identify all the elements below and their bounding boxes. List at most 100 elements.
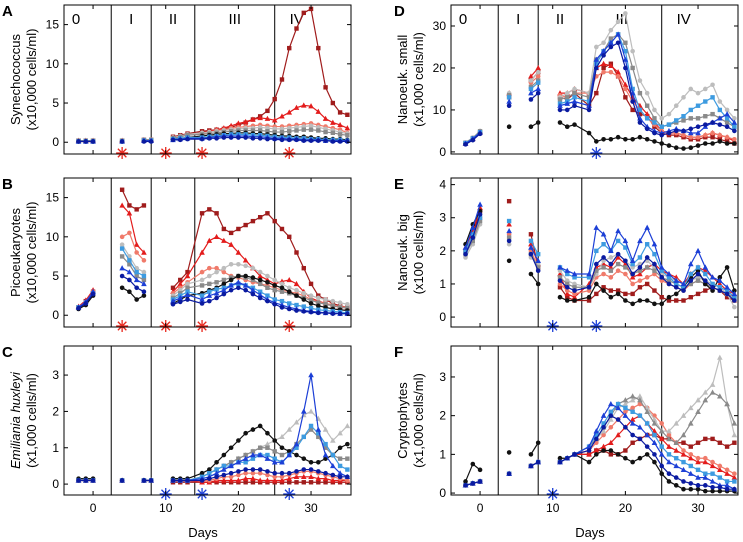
data-point-mesocosm-red [242,257,249,263]
data-point-mesocosm-black [535,281,541,287]
data-point-mesocosm-gray [337,305,343,310]
data-point-mesocosm-dark-red [178,277,183,283]
data-point-mesocosm-light-blue [506,218,512,224]
data-point-mesocosm-dark-red [119,187,125,192]
data-point-mesocosm-black [608,448,614,453]
data-point-mesocosm-navy [207,298,212,304]
data-point-mesocosm-red [600,443,607,449]
data-point-mesocosm-gray [623,265,628,270]
data-point-mesocosm-salmon [688,134,694,140]
data-point-mesocosm-red [600,261,607,267]
panel-letter: A [2,3,13,20]
data-point-mesocosm-navy [564,455,570,461]
data-point-mesocosm-gray [228,275,234,280]
data-point-mesocosm-gray [257,445,263,450]
data-point-mesocosm-navy [170,478,176,483]
data-point-mesocosm-dark-red [323,85,328,90]
data-point-mesocosm-dark-red [265,108,270,114]
data-point-mesocosm-salmon [615,268,621,274]
data-point-mesocosm-navy [141,139,147,144]
data-point-mesocosm-red [593,447,600,453]
y-tick-label: 1 [52,441,59,455]
data-point-mesocosm-navy [119,273,125,279]
data-point-mesocosm-red [717,466,723,473]
data-point-mesocosm-gray [637,397,643,403]
data-point-mesocosm-black [572,122,577,127]
data-point-mesocosm-dark-red [637,111,643,117]
data-point-mesocosm-blue [170,298,176,304]
data-point-mesocosm-navy [308,309,314,315]
data-point-mesocosm-dark-red [681,440,686,445]
data-point-mesocosm-light-gray [681,95,686,100]
data-point-mesocosm-dark-red [557,285,563,290]
data-point-mesocosm-salmon [272,474,278,480]
data-point-mesocosm-navy [557,107,563,113]
data-point-mesocosm-salmon [732,471,737,477]
data-point-mesocosm-blue [221,466,227,472]
phase-label: IV [290,11,304,28]
data-point-mesocosm-black [279,285,285,291]
data-point-mesocosm-black [257,423,263,429]
data-point-mesocosm-dark-red [287,480,292,485]
data-point-mesocosm-light-blue [695,265,701,270]
data-point-mesocosm-gray [345,456,350,461]
data-point-mesocosm-navy [695,483,701,488]
y-axis-units: (x1,000 cells/ml) [24,373,39,468]
data-point-mesocosm-red [680,451,687,457]
data-point-mesocosm-navy [257,136,263,141]
data-point-mesocosm-gray [207,281,212,287]
phase-label: IV [677,11,691,28]
data-point-mesocosm-gray [637,268,643,273]
data-point-mesocosm-gray [272,129,277,135]
data-point-mesocosm-navy [301,309,307,314]
data-point-mesocosm-salmon [637,278,643,283]
data-point-mesocosm-gray [666,278,672,283]
data-point-mesocosm-black [301,456,307,461]
data-point-mesocosm-navy [294,137,299,143]
data-point-mesocosm-gray [673,439,680,445]
data-point-mesocosm-red [344,125,351,131]
data-point-mesocosm-light-blue [637,255,643,260]
data-point-mesocosm-black [257,277,263,283]
data-point-mesocosm-light-blue [265,293,270,298]
data-point-mesocosm-light-blue [265,452,270,458]
y-tick-label: 5 [52,269,59,283]
data-point-mesocosm-navy [141,289,147,295]
data-point-mesocosm-gray [330,303,336,309]
data-point-mesocosm-black [243,430,248,436]
data-point-mesocosm-dark-red [710,135,715,140]
data-point-mesocosm-dark-red [695,291,701,297]
data-point-mesocosm-salmon [214,265,219,271]
data-point-mesocosm-red [257,477,263,483]
data-point-mesocosm-dark-red [316,45,321,51]
data-point-mesocosm-salmon [199,269,205,275]
event-star-marker [116,147,129,159]
data-point-mesocosm-light-gray [652,107,657,113]
data-point-mesocosm-dark-red [316,480,321,485]
data-point-mesocosm-dark-red [674,298,679,303]
data-point-mesocosm-red [586,451,592,457]
data-point-mesocosm-light-blue [666,275,672,280]
data-point-mesocosm-navy [199,301,205,306]
data-point-mesocosm-red [528,241,534,247]
data-point-mesocosm-black [688,486,694,492]
data-point-mesocosm-light-blue [630,409,635,414]
data-point-mesocosm-dark-red [615,288,621,293]
data-point-mesocosm-navy [228,287,234,293]
data-point-mesocosm-salmon [345,478,350,483]
data-point-mesocosm-light-gray [308,408,314,414]
data-point-mesocosm-navy [608,44,614,50]
data-point-mesocosm-blue [593,224,600,230]
data-point-mesocosm-dark-red [703,288,708,293]
event-star-marker [283,488,296,500]
data-point-mesocosm-gray [687,420,694,426]
data-point-mesocosm-light-blue [330,452,336,458]
data-point-mesocosm-salmon [630,281,635,287]
data-point-mesocosm-dark-red [214,211,219,216]
data-point-mesocosm-black [623,455,628,461]
data-point-mesocosm-dark-red [308,281,314,287]
y-tick-label: 3 [439,370,446,384]
data-point-mesocosm-navy [710,120,715,125]
data-point-mesocosm-red [528,73,534,79]
series-line-mesocosm-light-gray [121,244,145,273]
